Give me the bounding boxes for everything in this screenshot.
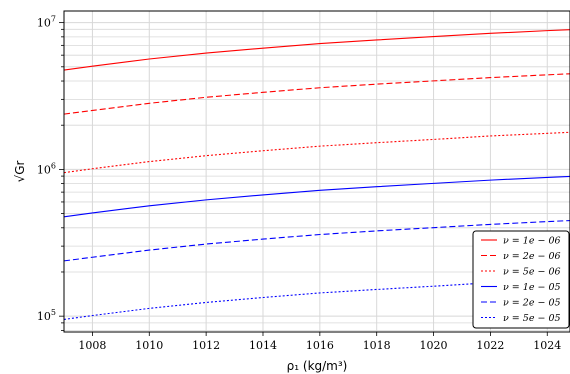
x-tick-label: 1020 (420, 339, 448, 352)
series-lines (63, 29, 570, 320)
legend-label: ν = 5e − 05 (503, 313, 561, 324)
legend-label: ν = 2e − 05 (503, 298, 561, 309)
legend-label: ν = 2e − 06 (503, 251, 561, 262)
x-tick-label: 1022 (476, 339, 504, 352)
series-line (63, 175, 570, 218)
x-tick-label: 1016 (306, 339, 334, 352)
y-tick-label: 107 (37, 15, 56, 30)
axis-ticks: 1008 1010 1012 1014 1016 1018 1020 1022 1024 105 1… (37, 15, 561, 352)
x-axis-label: ρ₁ (kg/m³) (287, 359, 348, 373)
legend: ν = 1e − 06 ν = 2e − 06 ν = 5e − 06 ν = 1e … (472, 230, 570, 329)
plot-frame (63, 10, 570, 333)
legend-label: ν = 1e − 05 (503, 282, 561, 293)
series-line (63, 29, 570, 71)
y-tick-label: 106 (37, 161, 56, 176)
x-tick-label: 1008 (78, 339, 106, 352)
legend-box (472, 230, 570, 329)
series-line (63, 220, 570, 262)
x-tick-label: 1014 (249, 339, 277, 352)
y-tick-label: 105 (37, 308, 56, 323)
x-tick-label: 1012 (192, 339, 220, 352)
series-line (63, 131, 570, 174)
legend-label: ν = 5e − 06 (503, 267, 561, 278)
x-tick-label: 1018 (363, 339, 391, 352)
x-tick-label: 1010 (135, 339, 163, 352)
series-line (63, 73, 570, 115)
legend-label: ν = 1e − 06 (503, 236, 561, 247)
y-axis-label: √Gr (13, 161, 27, 183)
series-line (63, 278, 570, 320)
x-tick-label: 1024 (533, 339, 561, 352)
